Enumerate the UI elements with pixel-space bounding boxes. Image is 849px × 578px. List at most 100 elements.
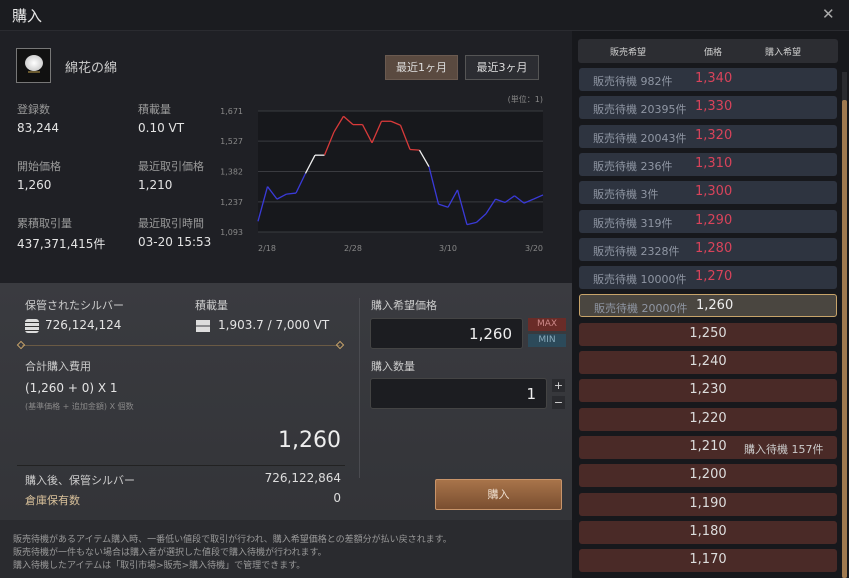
y-tick-label: 1,382 <box>220 168 243 177</box>
sell-quantity: 販売待機 20395件 <box>593 103 687 117</box>
orderbook-row[interactable]: 販売待機 20043件 1,320 <box>579 124 837 148</box>
price: 1,330 <box>695 99 733 115</box>
price: 1,310 <box>695 155 733 171</box>
orderbook-row[interactable]: 販売待機 20000件 1,260 <box>579 294 837 318</box>
price: 1,270 <box>695 269 733 285</box>
orderbook-row[interactable]: 1,210 購入待機 157件 <box>579 435 837 459</box>
note-line: 購入待機したアイテムは「取引市場>販売>購入待機」で管理できます。 <box>13 561 306 571</box>
price-line-segment <box>323 131 335 156</box>
orderbook-row[interactable]: 販売待機 10000件 1,270 <box>579 266 837 290</box>
orderbook-row[interactable]: 1,220 <box>579 407 837 431</box>
stat-label: 最近取引価格 <box>138 160 204 173</box>
orderbook-header: 販売希望 価格 購入希望 <box>578 39 838 63</box>
scrollbar-thumb[interactable] <box>842 100 847 578</box>
min-button[interactable]: MIN <box>528 334 566 347</box>
price-line-segment <box>361 124 373 144</box>
orderbook-row[interactable]: 販売待機 20395件 1,330 <box>579 96 837 120</box>
divider <box>22 345 340 346</box>
price-line-segment <box>447 189 459 208</box>
sell-quantity: 販売待機 319件 <box>593 216 673 230</box>
price-line-segment <box>257 186 269 222</box>
stock-label: 倉庫保有数 <box>25 494 80 507</box>
orderbook-row[interactable]: 1,250 <box>579 322 837 346</box>
cost-formula-hint: (基準価格 + 追加金額) X 個数 <box>25 402 134 411</box>
orderbook-row[interactable]: 1,170 <box>579 549 837 573</box>
price: 1,240 <box>689 354 727 369</box>
quantity-label: 購入数量 <box>371 360 415 373</box>
price-line-segment <box>466 221 477 226</box>
price-line-segment <box>409 148 420 151</box>
period-1-month-button[interactable]: 最近1ヶ月 <box>385 55 458 80</box>
price-line-segment <box>390 120 401 126</box>
header-sell: 販売希望 <box>610 48 647 58</box>
quantity-input[interactable]: 1 <box>370 378 547 409</box>
orderbook-row[interactable]: 1,180 <box>579 520 837 544</box>
weight-label: 積載量 <box>195 299 228 312</box>
price: 1,250 <box>689 325 727 341</box>
stat-value: 1,260 <box>17 178 52 192</box>
y-tick-label: 1,237 <box>220 198 243 207</box>
orderbook-row[interactable]: 販売待機 319件 1,290 <box>579 209 837 233</box>
sell-quantity: 販売待機 20043件 <box>593 131 687 145</box>
orderbook-row[interactable]: 1,240 <box>579 351 837 374</box>
weight-boxes-icon <box>196 320 210 332</box>
price: 1,280 <box>695 240 733 256</box>
divider <box>359 298 360 478</box>
total-cost: 1,260 <box>278 428 341 453</box>
quantity-minus-button[interactable]: − <box>552 396 565 409</box>
sell-quantity: 販売待機 10000件 <box>593 273 687 287</box>
quantity-plus-button[interactable]: + <box>552 379 565 392</box>
after-silver-label: 購入後、保管シルバー <box>25 474 135 487</box>
title-bar <box>0 0 849 31</box>
price-line-segment <box>266 186 278 200</box>
price-line-segment <box>495 198 506 204</box>
y-tick-label: 1,093 <box>220 228 243 237</box>
price: 1,180 <box>689 523 727 539</box>
price: 1,290 <box>695 212 733 228</box>
orderbook-row[interactable]: 1,230 <box>579 379 837 403</box>
stat-value: 83,244 <box>17 121 59 135</box>
price: 1,340 <box>695 71 733 86</box>
header-price: 価格 <box>704 48 723 58</box>
period-3-month-button[interactable]: 最近3ヶ月 <box>465 55 539 80</box>
silver-value: 726,124,124 <box>45 318 122 332</box>
price-line-segment <box>456 189 468 225</box>
price-line-segment <box>514 195 525 204</box>
orderbook-row[interactable]: 販売待機 2328件 1,280 <box>579 237 837 261</box>
price-line-segment <box>333 115 345 133</box>
stat-label: 積載量 <box>138 103 171 116</box>
orderbook-row[interactable]: 販売待機 982件 1,340 <box>579 68 837 91</box>
price: 1,200 <box>689 467 727 483</box>
orderbook-row[interactable]: 1,200 <box>579 464 837 488</box>
notes-panel <box>0 520 572 578</box>
stat-label: 最近取引時間 <box>138 217 204 230</box>
price-input[interactable]: 1,260 <box>370 318 523 349</box>
cotton-icon <box>16 48 51 83</box>
close-icon[interactable]: ✕ <box>822 5 835 23</box>
price: 1,230 <box>689 382 727 398</box>
after-silver-value: 726,122,864 <box>264 471 341 485</box>
price-line-segment <box>438 203 449 208</box>
max-button[interactable]: MAX <box>528 318 566 331</box>
price-line-segment <box>295 173 307 194</box>
buy-button[interactable]: 購入 <box>435 479 562 510</box>
x-tick-label: 2/18 <box>258 244 276 253</box>
orderbook-row[interactable]: 販売待機 3件 1,300 <box>579 181 837 205</box>
price: 1,260 <box>696 298 734 314</box>
price-line-segment <box>476 213 487 223</box>
price-line-segment <box>371 120 383 144</box>
price: 1,190 <box>689 495 727 511</box>
cost-formula: (1,260 + 0) X 1 <box>25 381 118 395</box>
stock-value: 0 <box>333 491 341 505</box>
orderbook-row[interactable]: 販売待機 236件 1,310 <box>579 152 837 176</box>
silver-label: 保管されたシルバー <box>25 299 124 312</box>
x-tick-label: 2/28 <box>344 244 362 253</box>
orderbook-row[interactable]: 1,190 <box>579 492 837 516</box>
price: 1,220 <box>689 410 727 426</box>
price-label: 購入希望価格 <box>371 299 437 312</box>
note-line: 販売待機があるアイテム購入時、一番低い値段で取引が行われ、購入希望価格との差額分… <box>13 535 452 545</box>
price-line-segment <box>276 193 287 200</box>
price-line-segment <box>533 194 544 200</box>
buy-quantity: 購入待機 157件 <box>744 442 824 456</box>
price: 1,210 <box>689 438 727 454</box>
